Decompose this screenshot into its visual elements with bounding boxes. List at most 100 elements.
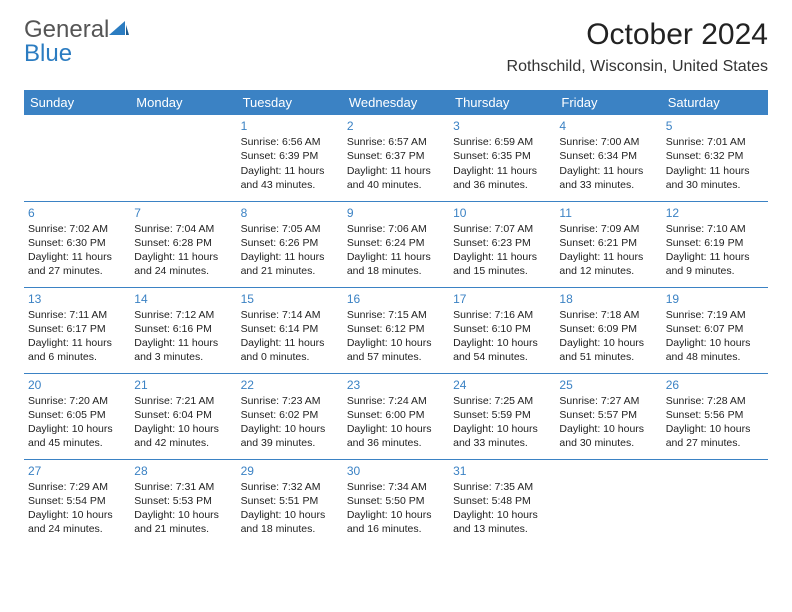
- calendar-cell: 8Sunrise: 7:05 AMSunset: 6:26 PMDaylight…: [237, 201, 343, 287]
- day-number: 1: [241, 118, 339, 134]
- daylight-line: Daylight: 11 hours and 9 minutes.: [666, 250, 764, 278]
- day-number: 29: [241, 463, 339, 479]
- weekday-header: Saturday: [662, 90, 768, 115]
- sunrise-line: Sunrise: 7:28 AM: [666, 394, 764, 408]
- daylight-line: Daylight: 11 hours and 24 minutes.: [134, 250, 232, 278]
- weekday-header: Thursday: [449, 90, 555, 115]
- calendar-cell: 13Sunrise: 7:11 AMSunset: 6:17 PMDayligh…: [24, 287, 130, 373]
- daylight-line: Daylight: 11 hours and 6 minutes.: [28, 336, 126, 364]
- day-number: 14: [134, 291, 232, 307]
- daylight-line: Daylight: 11 hours and 43 minutes.: [241, 164, 339, 192]
- calendar-cell: 27Sunrise: 7:29 AMSunset: 5:54 PMDayligh…: [24, 459, 130, 545]
- sunrise-line: Sunrise: 7:14 AM: [241, 308, 339, 322]
- sunset-line: Sunset: 6:19 PM: [666, 236, 764, 250]
- sail-icon: [109, 21, 129, 37]
- sunrise-line: Sunrise: 7:24 AM: [347, 394, 445, 408]
- header-bar: General Blue October 2024 Rothschild, Wi…: [24, 18, 768, 76]
- calendar-cell: 18Sunrise: 7:18 AMSunset: 6:09 PMDayligh…: [555, 287, 661, 373]
- location-label: Rothschild, Wisconsin, United States: [507, 58, 768, 76]
- calendar-cell: 17Sunrise: 7:16 AMSunset: 6:10 PMDayligh…: [449, 287, 555, 373]
- sunrise-line: Sunrise: 7:20 AM: [28, 394, 126, 408]
- day-number: 28: [134, 463, 232, 479]
- calendar-cell: 28Sunrise: 7:31 AMSunset: 5:53 PMDayligh…: [130, 459, 236, 545]
- daylight-line: Daylight: 10 hours and 57 minutes.: [347, 336, 445, 364]
- calendar-cell: 11Sunrise: 7:09 AMSunset: 6:21 PMDayligh…: [555, 201, 661, 287]
- daylight-line: Daylight: 11 hours and 27 minutes.: [28, 250, 126, 278]
- sunrise-line: Sunrise: 7:05 AM: [241, 222, 339, 236]
- sunset-line: Sunset: 5:48 PM: [453, 494, 551, 508]
- calendar-cell: 10Sunrise: 7:07 AMSunset: 6:23 PMDayligh…: [449, 201, 555, 287]
- sunset-line: Sunset: 6:34 PM: [559, 149, 657, 163]
- day-number: 27: [28, 463, 126, 479]
- sunset-line: Sunset: 6:12 PM: [347, 322, 445, 336]
- calendar-week-row: 27Sunrise: 7:29 AMSunset: 5:54 PMDayligh…: [24, 459, 768, 545]
- daylight-line: Daylight: 11 hours and 0 minutes.: [241, 336, 339, 364]
- day-number: 8: [241, 205, 339, 221]
- day-number: 18: [559, 291, 657, 307]
- calendar-cell: 25Sunrise: 7:27 AMSunset: 5:57 PMDayligh…: [555, 373, 661, 459]
- sunset-line: Sunset: 6:23 PM: [453, 236, 551, 250]
- sunset-line: Sunset: 6:35 PM: [453, 149, 551, 163]
- sunrise-line: Sunrise: 7:18 AM: [559, 308, 657, 322]
- sunset-line: Sunset: 6:02 PM: [241, 408, 339, 422]
- calendar-cell: 22Sunrise: 7:23 AMSunset: 6:02 PMDayligh…: [237, 373, 343, 459]
- sunset-line: Sunset: 6:04 PM: [134, 408, 232, 422]
- sunrise-line: Sunrise: 7:27 AM: [559, 394, 657, 408]
- calendar-cell: [24, 115, 130, 201]
- sunrise-line: Sunrise: 7:06 AM: [347, 222, 445, 236]
- brand-part1: General: [24, 16, 109, 43]
- sunset-line: Sunset: 6:14 PM: [241, 322, 339, 336]
- sunset-line: Sunset: 5:56 PM: [666, 408, 764, 422]
- day-number: 10: [453, 205, 551, 221]
- sunrise-line: Sunrise: 7:23 AM: [241, 394, 339, 408]
- calendar-cell: 7Sunrise: 7:04 AMSunset: 6:28 PMDaylight…: [130, 201, 236, 287]
- page-title: October 2024: [507, 18, 768, 52]
- sunset-line: Sunset: 6:00 PM: [347, 408, 445, 422]
- sunrise-line: Sunrise: 7:07 AM: [453, 222, 551, 236]
- calendar-cell: 29Sunrise: 7:32 AMSunset: 5:51 PMDayligh…: [237, 459, 343, 545]
- weekday-header: Sunday: [24, 90, 130, 115]
- sunset-line: Sunset: 5:57 PM: [559, 408, 657, 422]
- daylight-line: Daylight: 10 hours and 51 minutes.: [559, 336, 657, 364]
- day-number: 30: [347, 463, 445, 479]
- calendar-cell: 1Sunrise: 6:56 AMSunset: 6:39 PMDaylight…: [237, 115, 343, 201]
- sunset-line: Sunset: 6:30 PM: [28, 236, 126, 250]
- sunrise-line: Sunrise: 7:25 AM: [453, 394, 551, 408]
- day-number: 20: [28, 377, 126, 393]
- calendar-cell: 15Sunrise: 7:14 AMSunset: 6:14 PMDayligh…: [237, 287, 343, 373]
- sunset-line: Sunset: 6:05 PM: [28, 408, 126, 422]
- calendar-cell: [555, 459, 661, 545]
- calendar-cell: 4Sunrise: 7:00 AMSunset: 6:34 PMDaylight…: [555, 115, 661, 201]
- sunrise-line: Sunrise: 6:56 AM: [241, 135, 339, 149]
- daylight-line: Daylight: 11 hours and 30 minutes.: [666, 164, 764, 192]
- daylight-line: Daylight: 10 hours and 24 minutes.: [28, 508, 126, 536]
- title-block: October 2024 Rothschild, Wisconsin, Unit…: [507, 18, 768, 76]
- daylight-line: Daylight: 10 hours and 45 minutes.: [28, 422, 126, 450]
- sunrise-line: Sunrise: 7:29 AM: [28, 480, 126, 494]
- sunrise-line: Sunrise: 7:19 AM: [666, 308, 764, 322]
- daylight-line: Daylight: 11 hours and 21 minutes.: [241, 250, 339, 278]
- day-number: 31: [453, 463, 551, 479]
- day-number: 17: [453, 291, 551, 307]
- sunrise-line: Sunrise: 7:16 AM: [453, 308, 551, 322]
- sunrise-line: Sunrise: 7:12 AM: [134, 308, 232, 322]
- sunrise-line: Sunrise: 7:00 AM: [559, 135, 657, 149]
- calendar-cell: 30Sunrise: 7:34 AMSunset: 5:50 PMDayligh…: [343, 459, 449, 545]
- sunset-line: Sunset: 5:51 PM: [241, 494, 339, 508]
- calendar-cell: [130, 115, 236, 201]
- day-number: 11: [559, 205, 657, 221]
- sunset-line: Sunset: 6:24 PM: [347, 236, 445, 250]
- sunrise-line: Sunrise: 7:01 AM: [666, 135, 764, 149]
- daylight-line: Daylight: 10 hours and 30 minutes.: [559, 422, 657, 450]
- weekday-header: Tuesday: [237, 90, 343, 115]
- sunset-line: Sunset: 6:32 PM: [666, 149, 764, 163]
- calendar-cell: 2Sunrise: 6:57 AMSunset: 6:37 PMDaylight…: [343, 115, 449, 201]
- calendar-cell: [662, 459, 768, 545]
- sunset-line: Sunset: 5:54 PM: [28, 494, 126, 508]
- brand-logo: General Blue: [24, 18, 129, 66]
- daylight-line: Daylight: 10 hours and 48 minutes.: [666, 336, 764, 364]
- sunrise-line: Sunrise: 7:09 AM: [559, 222, 657, 236]
- daylight-line: Daylight: 10 hours and 42 minutes.: [134, 422, 232, 450]
- calendar-body: 1Sunrise: 6:56 AMSunset: 6:39 PMDaylight…: [24, 115, 768, 545]
- daylight-line: Daylight: 10 hours and 27 minutes.: [666, 422, 764, 450]
